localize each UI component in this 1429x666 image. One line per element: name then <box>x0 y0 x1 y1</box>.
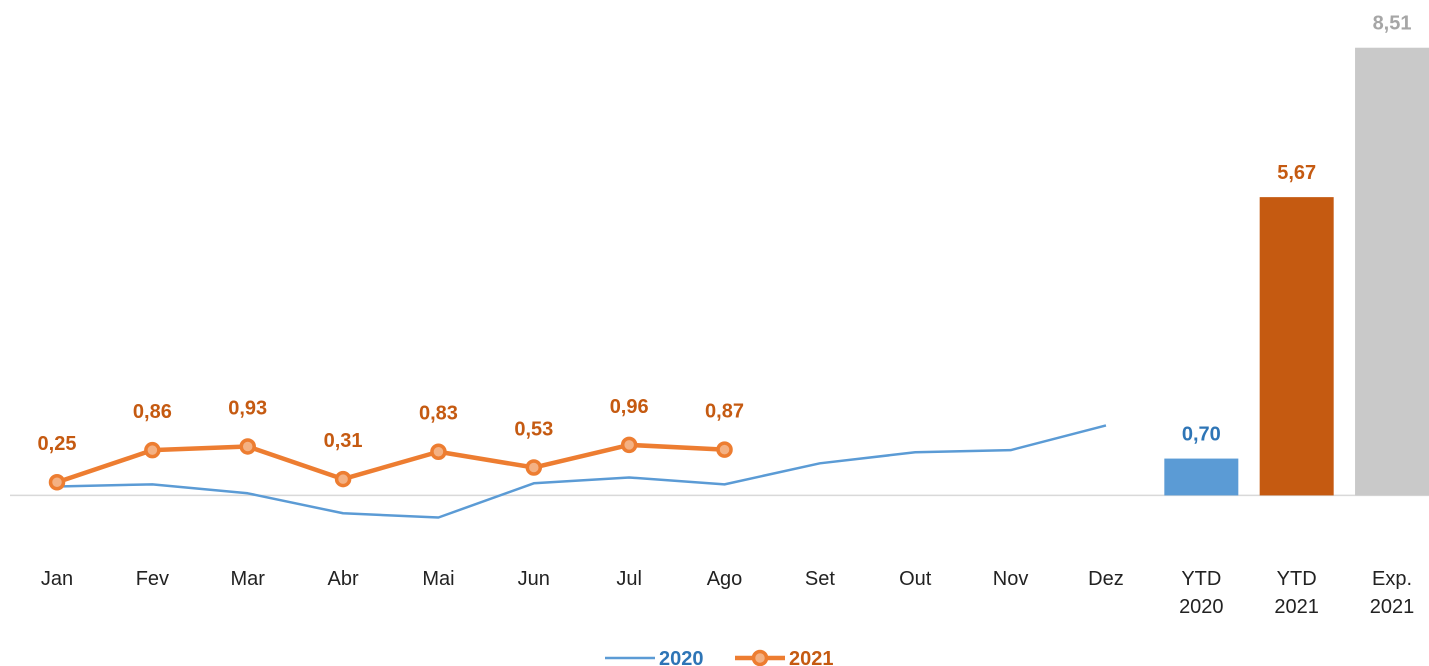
x-tick-label-line: 2021 <box>1370 596 1415 618</box>
marker <box>239 438 256 455</box>
legend-marker <box>751 649 769 666</box>
x-tick-label-line: Exp. <box>1372 568 1412 590</box>
marker <box>144 441 161 459</box>
x-tick-label: Mar <box>230 568 265 590</box>
x-tick-label: Jul <box>616 568 642 590</box>
data-label: 0,83 <box>419 403 458 425</box>
bar <box>1355 47 1429 496</box>
data-label: 0,53 <box>514 419 553 441</box>
x-tick-label: Ago <box>707 568 743 590</box>
data-label: 8,51 <box>1373 13 1412 35</box>
x-tick-label: YTD 2020 <box>1179 568 1224 618</box>
bar <box>1164 458 1239 496</box>
marker <box>525 459 543 476</box>
x-tick-label: Mai <box>422 568 454 590</box>
data-label: 0,31 <box>324 430 363 452</box>
data-label: 0,70 <box>1182 424 1221 446</box>
series-line <box>56 424 1107 519</box>
x-tick-label: YTD 2021 <box>1274 568 1319 618</box>
x-tick-label: Exp. 2021 <box>1370 568 1415 618</box>
x-tick-label: Dez <box>1088 568 1124 590</box>
data-label: 0,93 <box>228 397 267 419</box>
x-tick-label-line: YTD <box>1277 568 1317 590</box>
marker <box>334 470 352 488</box>
x-tick-label: Jun <box>518 568 550 590</box>
bar <box>1259 197 1334 496</box>
marker <box>620 436 638 454</box>
x-tick-label: Abr <box>328 568 359 590</box>
marker <box>430 443 447 460</box>
marker <box>716 441 733 458</box>
x-tick-label: Jan <box>41 568 73 590</box>
series-line <box>56 442 725 485</box>
marker <box>48 473 66 491</box>
legend-label: 2020 <box>659 648 704 666</box>
x-tick-label: Nov <box>993 568 1029 590</box>
x-tick-label-line: YTD <box>1181 568 1221 590</box>
data-label: 0,87 <box>705 401 744 423</box>
x-tick-label: Set <box>805 568 835 590</box>
data-label: 5,67 <box>1277 162 1316 184</box>
x-tick-label: Fev <box>136 568 169 590</box>
x-tick-label-line: 2021 <box>1274 596 1319 618</box>
data-label: 0,25 <box>38 433 77 455</box>
data-label: 0,86 <box>133 401 172 423</box>
legend-label: 2021 <box>789 648 834 666</box>
x-tick-label-line: 2020 <box>1179 596 1224 618</box>
x-tick-label: Out <box>899 568 932 590</box>
data-label: 0,96 <box>610 396 649 418</box>
